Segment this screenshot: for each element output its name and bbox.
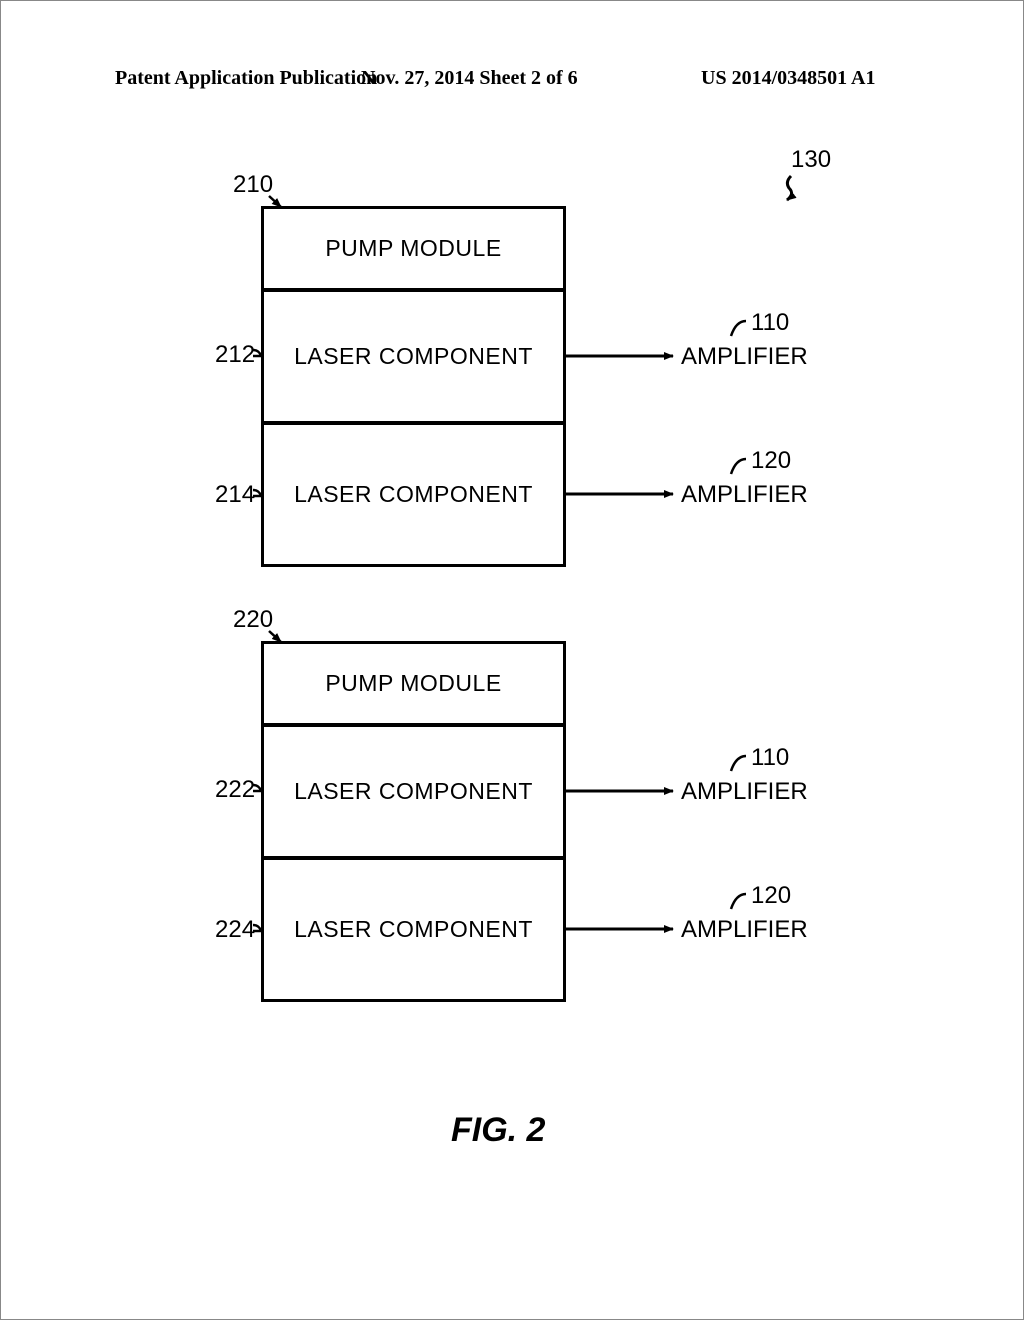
laser-component-214: LASER COMPONENT — [261, 422, 566, 567]
laser-component-224-text: LASER COMPONENT — [294, 916, 533, 943]
amplifier-110-label-1: AMPLIFIER — [681, 343, 808, 371]
pump-module-1-header-text: PUMP MODULE — [325, 235, 501, 262]
amplifier-120-label-1: AMPLIFIER — [681, 481, 808, 509]
ref-110-2: 110 — [751, 744, 789, 772]
amplifier-110-label-2: AMPLIFIER — [681, 778, 808, 806]
ref-224: 224 — [215, 916, 255, 944]
laser-component-222-text: LASER COMPONENT — [294, 778, 533, 805]
laser-component-224: LASER COMPONENT — [261, 857, 566, 1002]
figure-diagram: PUMP MODULE LASER COMPONENT LASER COMPON… — [1, 1, 1024, 1321]
ref-120-2: 120 — [751, 882, 791, 910]
amplifier-120-label-2: AMPLIFIER — [681, 916, 808, 944]
ref-120-1: 120 — [751, 447, 791, 475]
pump-module-2-header-text: PUMP MODULE — [325, 670, 501, 697]
ref-222: 222 — [215, 776, 255, 804]
ref-130: 130 — [791, 146, 831, 174]
laser-component-214-text: LASER COMPONENT — [294, 481, 533, 508]
ref-210: 210 — [233, 171, 273, 199]
laser-component-212-text: LASER COMPONENT — [294, 343, 533, 370]
ref-220: 220 — [233, 606, 273, 634]
laser-component-212: LASER COMPONENT — [261, 289, 566, 424]
pump-module-1-header: PUMP MODULE — [261, 206, 566, 291]
ref-212: 212 — [215, 341, 255, 369]
page: Patent Application Publication Nov. 27, … — [0, 0, 1024, 1320]
laser-component-222: LASER COMPONENT — [261, 724, 566, 859]
ref-214: 214 — [215, 481, 255, 509]
ref-110-1: 110 — [751, 309, 789, 337]
figure-caption: FIG. 2 — [451, 1111, 545, 1150]
pump-module-2-header: PUMP MODULE — [261, 641, 566, 726]
